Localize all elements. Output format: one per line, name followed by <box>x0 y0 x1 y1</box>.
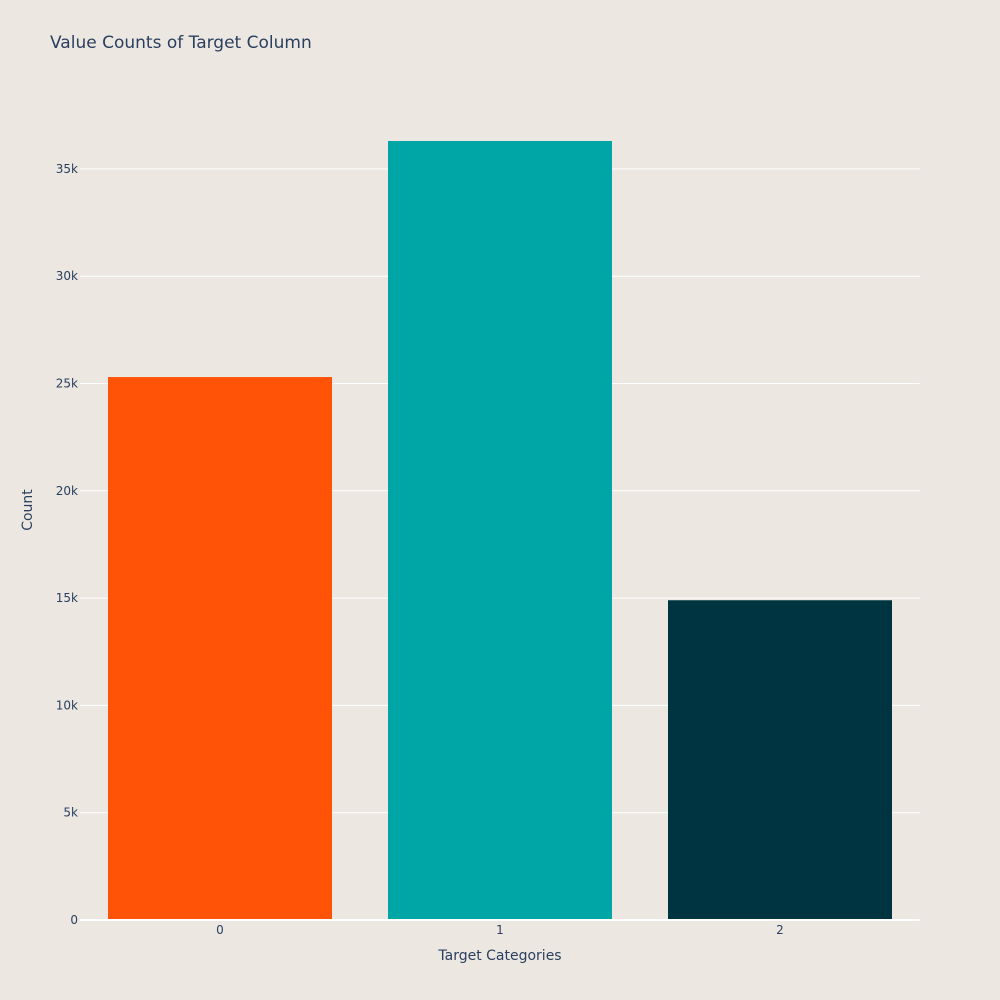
bars <box>80 140 920 921</box>
y-axis-ticks: 0 5k 10k 15k 20k 25k 30k 35k <box>56 162 78 927</box>
bar-category-0[interactable] <box>108 377 332 921</box>
y-tick-label: 15k <box>56 591 78 605</box>
y-tick-label: 30k <box>56 269 78 283</box>
x-axis-ticks: 0 1 2 <box>216 923 784 937</box>
bar-category-2[interactable] <box>668 600 892 920</box>
bar-category-1[interactable] <box>388 140 612 921</box>
x-tick-label: 1 <box>496 923 504 937</box>
y-axis-title: Count <box>20 489 36 531</box>
y-tick-label: 35k <box>56 162 78 176</box>
x-tick-label: 0 <box>216 923 224 937</box>
y-tick-label: 5k <box>63 806 78 820</box>
x-axis-title: Target Categories <box>437 948 561 964</box>
y-tick-label: 25k <box>56 376 78 390</box>
y-tick-label: 20k <box>56 484 78 498</box>
y-tick-label: 0 <box>70 913 78 927</box>
x-tick-label: 2 <box>776 923 784 937</box>
y-tick-label: 10k <box>56 698 78 712</box>
chart-title: Value Counts of Target Column <box>50 33 312 53</box>
